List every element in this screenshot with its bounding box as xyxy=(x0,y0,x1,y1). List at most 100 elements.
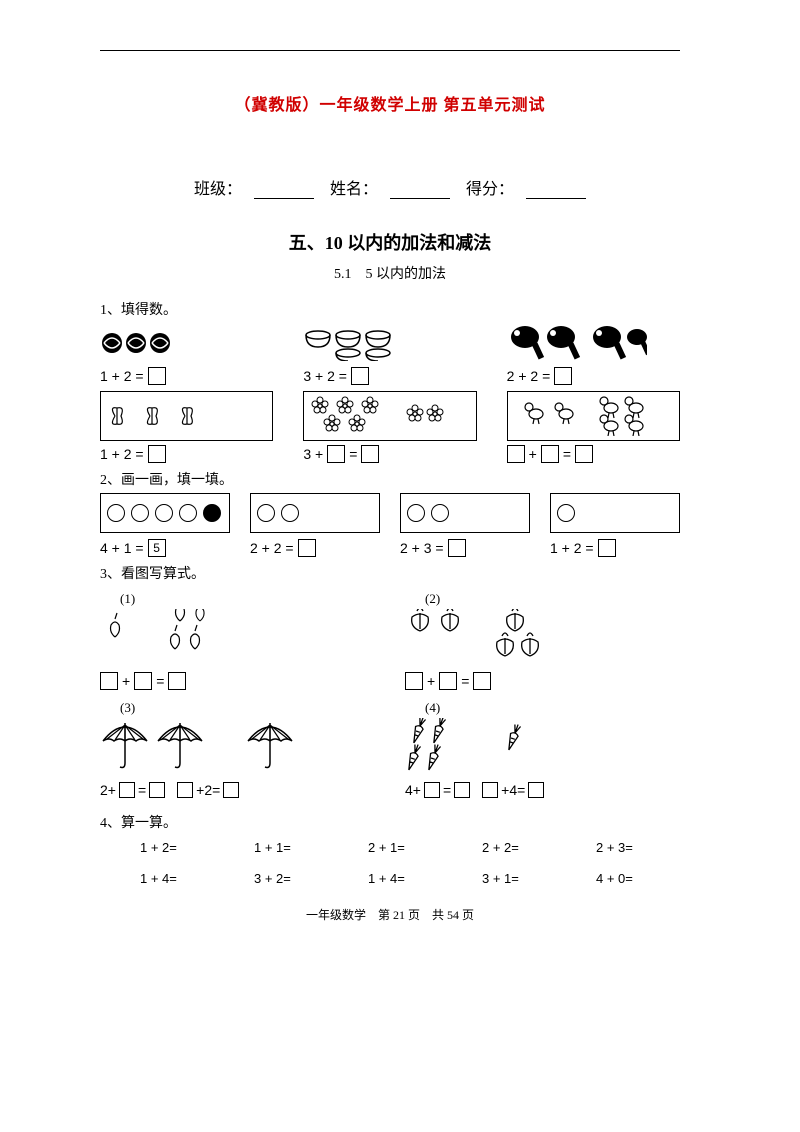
calc-item: 2 + 2= xyxy=(482,840,566,855)
q3e2-mid: + xyxy=(427,673,435,689)
pears-icon xyxy=(100,609,375,664)
info-row: 班级： 姓名： 得分： xyxy=(100,175,680,199)
q1-row1: 1 + 2 = 3 + 2 = 2 + 2 = xyxy=(100,323,680,385)
page-footer: 一年级数学 第 21 页 共 54 页 xyxy=(100,906,680,923)
q3e41-pre: 4+ xyxy=(405,782,421,798)
answer-box[interactable] xyxy=(119,782,135,798)
answer-box[interactable] xyxy=(575,445,593,463)
answer-box[interactable] xyxy=(177,782,193,798)
blank-score[interactable] xyxy=(526,198,586,199)
calc-item: 1 + 2= xyxy=(140,840,224,855)
q3-n3: (3) xyxy=(120,700,375,716)
q4-row1: 1 + 2= 1 + 1= 2 + 1= 2 + 2= 2 + 3= xyxy=(140,840,680,855)
answer-box[interactable] xyxy=(100,672,118,690)
butterflies-icon xyxy=(100,391,273,441)
q3e31-pre: 2+ xyxy=(100,782,116,798)
q1r2c-eq: = xyxy=(563,446,571,462)
top-rule xyxy=(100,50,680,51)
calc-item: 1 + 1= xyxy=(254,840,338,855)
q2b-eq: 2 + 2 = xyxy=(250,540,294,556)
answer-box[interactable] xyxy=(424,782,440,798)
answer-box[interactable] xyxy=(134,672,152,690)
q3-row1: (1) + = (2) + = xyxy=(100,587,680,690)
q1r2c-mid: + xyxy=(529,446,537,462)
q1r2a-eq: 1 + 2 = xyxy=(100,446,144,462)
answer-box[interactable] xyxy=(598,539,616,557)
q1r2b-pre: 3 + xyxy=(303,446,323,462)
q1c-eq: 2 + 2 = xyxy=(507,368,551,384)
calc-item: 2 + 3= xyxy=(596,840,680,855)
calc-item: 4 + 0= xyxy=(596,871,680,886)
q2c-eq: 2 + 3 = xyxy=(400,540,444,556)
answer-box[interactable] xyxy=(168,672,186,690)
answer-box[interactable] xyxy=(351,367,369,385)
q3-row2: (3) 2+ = +2= (4) xyxy=(100,696,680,798)
q1b-eq: 3 + 2 = xyxy=(303,368,347,384)
circles-box[interactable] xyxy=(550,493,680,533)
subchapter-title: 5.1 5 以内的加法 xyxy=(100,263,680,283)
umbrellas-icon xyxy=(100,718,375,778)
answer-box[interactable] xyxy=(223,782,239,798)
answer-box[interactable] xyxy=(148,445,166,463)
circles-box xyxy=(100,493,230,533)
blank-class[interactable] xyxy=(254,198,314,199)
answer-box[interactable] xyxy=(454,782,470,798)
label-name: 姓名： xyxy=(330,181,378,198)
calc-item: 1 + 4= xyxy=(368,871,452,886)
q3e1-eq: = xyxy=(156,673,164,689)
calc-item: 2 + 1= xyxy=(368,840,452,855)
circles-box[interactable] xyxy=(250,493,380,533)
paddles-icon xyxy=(507,323,680,363)
q3-n2: (2) xyxy=(425,591,680,607)
q2-row: 4 + 1 =5 2 + 2 = 2 + 3 = 1 + 2 = xyxy=(100,493,680,557)
chicks-icon xyxy=(507,391,680,441)
calc-item: 3 + 1= xyxy=(482,871,566,886)
answer-box[interactable] xyxy=(473,672,491,690)
q3e1-mid: + xyxy=(122,673,130,689)
circles-box[interactable] xyxy=(400,493,530,533)
answer-box[interactable] xyxy=(327,445,345,463)
q3e32-post: +2= xyxy=(196,782,220,798)
balls-icon xyxy=(100,323,273,363)
answer-box[interactable] xyxy=(148,367,166,385)
q4-row2: 1 + 4= 3 + 2= 1 + 4= 3 + 1= 4 + 0= xyxy=(140,871,680,886)
calc-item: 1 + 4= xyxy=(140,871,224,886)
label-score: 得分： xyxy=(466,181,514,198)
answer-box[interactable] xyxy=(482,782,498,798)
answer-box[interactable] xyxy=(298,539,316,557)
answer-box[interactable] xyxy=(439,672,457,690)
q1r2b-post: = xyxy=(349,446,357,462)
page-title: （冀教版）一年级数学上册 第五单元测试 xyxy=(100,91,680,115)
bowls-icon xyxy=(303,323,476,363)
carrots-icon xyxy=(405,718,680,778)
q3-n1: (1) xyxy=(120,591,375,607)
worksheet: （冀教版）一年级数学上册 第五单元测试 班级： 姓名： 得分： 五、10 以内的… xyxy=(100,50,680,923)
q3e2-eq: = xyxy=(461,673,469,689)
flowers-icon xyxy=(303,391,476,441)
q1-row2: 1 + 2 = 3 + = xyxy=(100,391,680,463)
q4-label: 4、算一算。 xyxy=(100,812,680,832)
answer-box[interactable] xyxy=(528,782,544,798)
blank-name[interactable] xyxy=(390,198,450,199)
answer-box[interactable] xyxy=(507,445,525,463)
q3-n4: (4) xyxy=(425,700,680,716)
q3e31-eq: = xyxy=(138,782,146,798)
answer-box[interactable] xyxy=(554,367,572,385)
answer-box[interactable] xyxy=(361,445,379,463)
q2-label: 2、画一画，填一填。 xyxy=(100,469,680,489)
q1a-eq: 1 + 2 = xyxy=(100,368,144,384)
answer-box[interactable] xyxy=(405,672,423,690)
peaches-icon xyxy=(405,609,680,664)
q2d-eq: 1 + 2 = xyxy=(550,540,594,556)
label-class: 班级： xyxy=(194,181,242,198)
q1-label: 1、填得数。 xyxy=(100,299,680,319)
q3e42-post: +4= xyxy=(501,782,525,798)
answer-box[interactable] xyxy=(149,782,165,798)
chapter-title: 五、10 以内的加法和减法 xyxy=(100,229,680,255)
answer-box[interactable] xyxy=(541,445,559,463)
calc-item: 3 + 2= xyxy=(254,871,338,886)
q3-label: 3、看图写算式。 xyxy=(100,563,680,583)
q2a-pre: 4 + 1 = xyxy=(100,540,144,556)
answer-box[interactable] xyxy=(448,539,466,557)
answer-box: 5 xyxy=(148,539,166,557)
